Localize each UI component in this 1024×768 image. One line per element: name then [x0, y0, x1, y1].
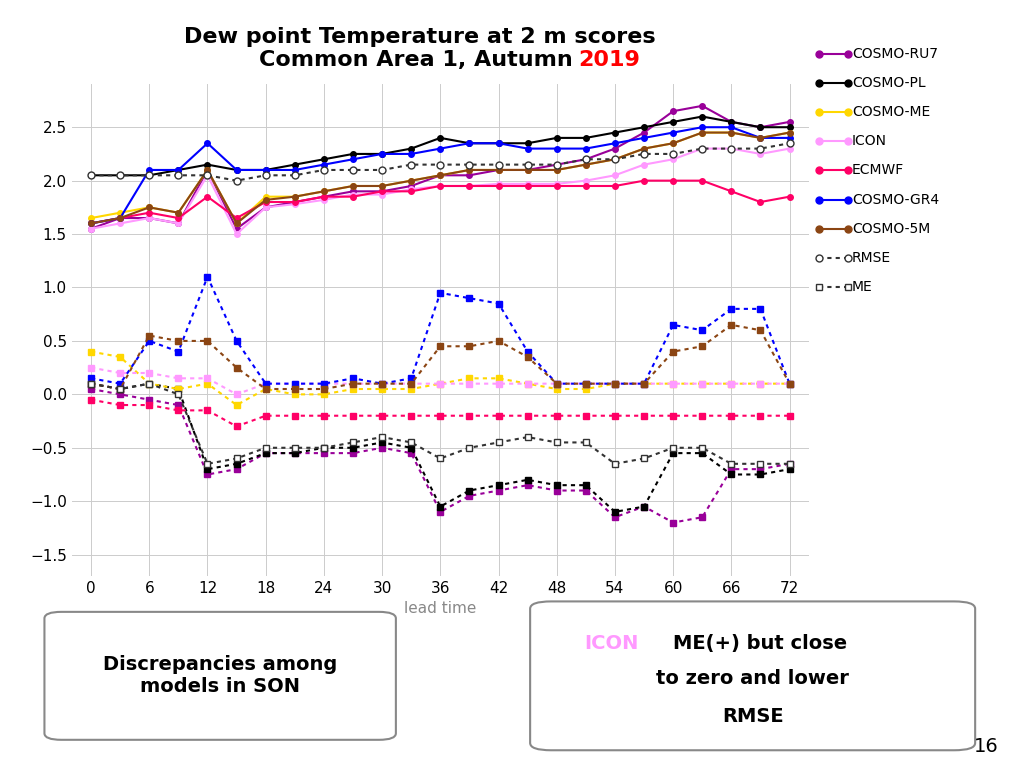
Text: ECMWF: ECMWF — [852, 164, 904, 177]
Text: to zero and lower: to zero and lower — [656, 669, 849, 688]
FancyBboxPatch shape — [530, 601, 975, 750]
Text: Common Area 1, Autumn: Common Area 1, Autumn — [259, 50, 581, 70]
Text: ME: ME — [852, 280, 872, 294]
Text: Discrepancies among
models in SON: Discrepancies among models in SON — [103, 655, 337, 697]
Text: ICON: ICON — [852, 134, 887, 148]
Text: RMSE: RMSE — [722, 707, 783, 727]
Text: COSMO-PL: COSMO-PL — [852, 76, 926, 90]
FancyBboxPatch shape — [44, 612, 396, 740]
Text: 2019: 2019 — [579, 50, 640, 70]
Text: RMSE: RMSE — [852, 251, 891, 265]
Text: ICON: ICON — [585, 634, 639, 654]
Text: 16: 16 — [974, 737, 998, 756]
Text: COSMO-5M: COSMO-5M — [852, 222, 930, 236]
Text: COSMO-RU7: COSMO-RU7 — [852, 47, 938, 61]
Text: COSMO-ME: COSMO-ME — [852, 105, 930, 119]
Text: Dew point Temperature at 2 m scores: Dew point Temperature at 2 m scores — [184, 27, 655, 47]
X-axis label: lead time: lead time — [404, 601, 476, 617]
Text: COSMO-GR4: COSMO-GR4 — [852, 193, 939, 207]
Text: ME(+) but close: ME(+) but close — [673, 634, 847, 654]
